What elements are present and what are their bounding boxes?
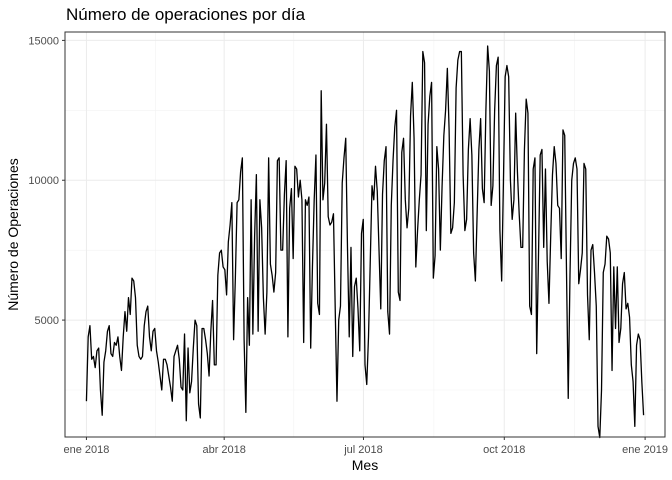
- x-tick-label: jul 2018: [343, 444, 383, 456]
- x-tick-label: abr 2018: [202, 444, 245, 456]
- y-axis: 5000 10000 15000: [28, 35, 65, 327]
- chart-title: Número de operaciones por día: [66, 5, 306, 24]
- series-line: [85, 45, 645, 439]
- y-tick-label: 15000: [28, 35, 59, 47]
- x-tick-label: ene 2019: [622, 444, 668, 456]
- x-axis: ene 2018 abr 2018 jul 2018 oct 2018 ene 2019: [63, 437, 668, 456]
- plot-panel: [65, 32, 665, 437]
- y-tick-label: 5000: [35, 315, 59, 327]
- y-tick-label: 10000: [28, 175, 59, 187]
- plot-border: [64, 31, 666, 438]
- x-tick-label: ene 2018: [63, 444, 109, 456]
- y-axis-title: Número de Operaciones: [5, 158, 21, 311]
- x-axis-title: Mes: [352, 457, 378, 473]
- x-tick-label: oct 2018: [483, 444, 525, 456]
